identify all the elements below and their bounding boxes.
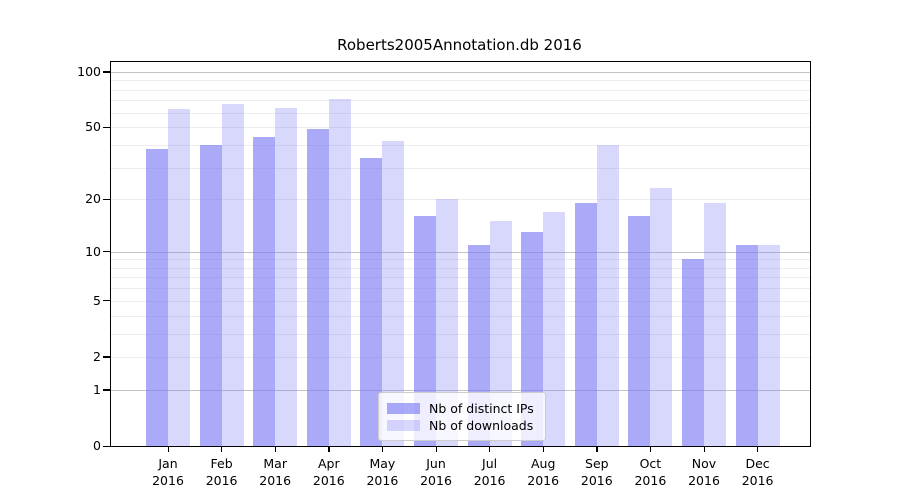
y-tick-label: 5 [93, 292, 101, 308]
gridline-minor [111, 100, 810, 102]
legend-label: Nb of downloads [429, 417, 534, 433]
legend-label: Nb of distinct IPs [429, 400, 534, 416]
x-tick [757, 446, 759, 452]
gridline-minor [111, 127, 810, 129]
bar-apr-2016-ips [306, 128, 329, 446]
chart-title: Roberts2005Annotation.db 2016 [337, 36, 582, 54]
y-tick [103, 445, 110, 447]
y-tick [103, 356, 110, 358]
y-tick-label: 2 [93, 348, 101, 364]
legend: Nb of distinct IPs Nb of downloads [378, 392, 546, 441]
gridline-minor [111, 144, 810, 146]
x-tick-label: Feb 2016 [205, 456, 238, 488]
x-tick [435, 446, 437, 452]
y-tick-label: 10 [85, 243, 101, 259]
gridline-minor [111, 333, 810, 335]
bar-nov-2016-downloads [704, 203, 726, 446]
gridline-minor [111, 112, 810, 114]
x-tick-label: Jun 2016 [420, 456, 452, 488]
gridline-minor [111, 259, 810, 261]
y-tick [103, 71, 110, 73]
x-tick-label: Aug 2016 [527, 456, 560, 488]
bar-oct-2016-downloads [650, 188, 673, 446]
x-tick-label: Sep 2016 [580, 456, 613, 488]
bar-oct-2016-ips [628, 216, 651, 446]
bar-may-2016-ips [360, 157, 383, 446]
bar-jan-2016-ips [146, 149, 168, 446]
y-tick-label: 1 [93, 381, 101, 397]
x-tick [703, 446, 705, 452]
x-tick-label: Mar 2016 [259, 456, 292, 488]
gridline-minor [111, 167, 810, 169]
legend-item-downloads: Nb of downloads [387, 417, 537, 433]
y-tick [103, 198, 110, 200]
gridline-minor [111, 80, 810, 82]
x-tick [596, 446, 598, 452]
gridline-minor [111, 300, 810, 302]
x-tick [649, 446, 652, 452]
gridline-minor [111, 356, 810, 358]
x-tick-label: Jul 2016 [473, 456, 506, 488]
bar-may-2016-downloads [382, 141, 405, 446]
gridline-minor [111, 89, 810, 91]
x-tick [381, 446, 384, 452]
x-tick [167, 446, 169, 452]
x-tick [221, 446, 223, 452]
gridline-major [111, 389, 810, 391]
gridline-minor [111, 267, 810, 269]
y-tick [103, 126, 110, 128]
x-tick-label: Oct 2016 [634, 456, 667, 488]
x-tick [489, 446, 491, 452]
x-tick-label: Apr 2016 [312, 456, 345, 488]
y-tick [103, 389, 110, 391]
y-tick [103, 300, 110, 302]
bar-nov-2016-ips [682, 259, 704, 446]
bar-jul-2016-downloads [489, 221, 512, 446]
y-tick-label: 0 [93, 438, 101, 453]
gridline-minor [111, 315, 810, 317]
gridline-minor [111, 288, 810, 290]
bar-feb-2016-ips [199, 144, 222, 446]
bar-dec-2016-downloads [757, 244, 780, 446]
gridline-major [111, 251, 810, 253]
bar-sep-2016-ips [574, 203, 597, 446]
bar-sep-2016-downloads [596, 144, 619, 446]
bar-jun-2016-downloads [436, 199, 458, 446]
bar-mar-2016-ips [253, 137, 276, 446]
x-tick-label: Dec 2016 [741, 456, 774, 488]
distinct-ips-swatch-icon [387, 402, 420, 414]
x-tick-label: Nov 2016 [688, 456, 720, 488]
bar-jun-2016-ips [414, 216, 436, 446]
y-tick-label: 20 [85, 191, 101, 207]
x-tick [328, 446, 330, 452]
bar-apr-2016-downloads [328, 99, 351, 446]
bar-dec-2016-ips [735, 244, 758, 446]
legend-item-distinct-ips: Nb of distinct IPs [387, 400, 537, 416]
y-tick-label: 100 [77, 63, 101, 79]
gridline-minor [111, 277, 810, 279]
plot-area: 0 1 2 5 10 20 50 100 Jan 2016 Feb 2016 Mar 2016 Apr 20… [77, 61, 811, 488]
y-tick [103, 251, 110, 253]
bar-mar-2016-downloads [275, 107, 298, 446]
bar-jan-2016-downloads [168, 108, 190, 446]
gridline-minor [111, 199, 810, 201]
bar-aug-2016-downloads [543, 211, 566, 446]
downloads-swatch-icon [387, 419, 420, 431]
gridline-major [111, 71, 810, 73]
x-tick-label: Jan 2016 [152, 456, 184, 488]
x-tick-label: May 2016 [366, 456, 399, 488]
x-tick [274, 446, 276, 452]
x-tick [542, 446, 544, 452]
y-tick-label: 50 [85, 119, 101, 135]
bar-feb-2016-downloads [221, 103, 244, 446]
